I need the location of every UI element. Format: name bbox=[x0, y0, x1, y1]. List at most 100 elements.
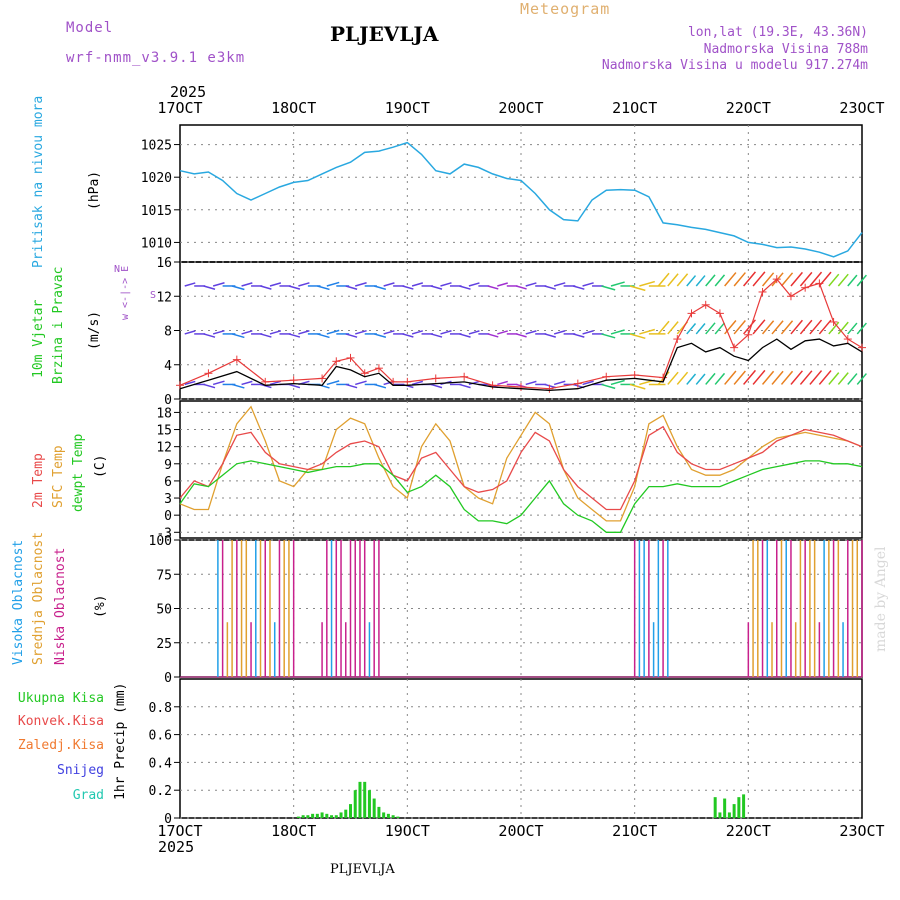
wind-arrow bbox=[686, 323, 697, 335]
y-tick-label: 1015 bbox=[141, 204, 172, 219]
wind-arrow bbox=[260, 333, 272, 338]
precip-legend-hail: Grad bbox=[73, 788, 104, 803]
wind-arrow bbox=[430, 333, 443, 338]
wind-arrow bbox=[705, 274, 716, 287]
wind-arrow bbox=[856, 274, 867, 287]
wind-arrow bbox=[629, 285, 646, 292]
wind-arrow bbox=[572, 333, 585, 338]
wind-arrow bbox=[355, 380, 367, 386]
wind-arrow bbox=[714, 274, 726, 287]
wind-arrow bbox=[676, 273, 689, 287]
y-tick-label: 1010 bbox=[141, 236, 172, 251]
wind-arrow bbox=[411, 330, 424, 335]
wind-arrow bbox=[799, 319, 813, 335]
wind-arrow bbox=[771, 370, 784, 385]
precip-bar bbox=[334, 815, 338, 818]
wind-arrow bbox=[657, 320, 670, 335]
y-tick-label: 1025 bbox=[141, 139, 172, 154]
wind-arrow bbox=[288, 333, 301, 338]
wind-arrow bbox=[676, 371, 689, 385]
y-tick-label: 12 bbox=[156, 290, 172, 305]
wind-arrow bbox=[847, 322, 858, 335]
wind-arrow bbox=[212, 380, 225, 386]
temp-label-3: dewpt Temp bbox=[71, 434, 86, 512]
precip-bar bbox=[372, 798, 376, 818]
precip-bar bbox=[723, 798, 727, 818]
precip-bar bbox=[396, 816, 400, 818]
precip-legend: Ukupna Kisa Konvek.Kisa Zaledj.Kisa Snij… bbox=[18, 691, 104, 803]
wind-arrow bbox=[459, 383, 471, 389]
y-tick-label: 75 bbox=[156, 568, 172, 583]
x-tick-label-top: 19OCT bbox=[385, 99, 430, 117]
wind-arrow bbox=[525, 380, 537, 386]
precip-bar bbox=[391, 815, 395, 818]
pressure-panel-frame bbox=[179, 124, 863, 263]
wind-arrow bbox=[440, 330, 452, 335]
y-tick-label: 12 bbox=[156, 441, 172, 456]
year-top: 2025 bbox=[170, 83, 207, 101]
wind-arrow bbox=[837, 321, 849, 335]
precip-legend-total: Ukupna Kisa bbox=[18, 691, 104, 706]
year-bottom: 2025 bbox=[158, 838, 195, 856]
precip-bar bbox=[377, 806, 381, 818]
wind-arrow bbox=[743, 369, 756, 385]
wind-arrow bbox=[326, 281, 340, 287]
wind-arrow bbox=[790, 370, 803, 385]
wind-legend: w <-|-> E bbox=[120, 266, 131, 320]
wind-arrow bbox=[761, 320, 775, 335]
wind-arrow bbox=[733, 272, 746, 287]
wind-arrow bbox=[260, 285, 272, 290]
footer-station: PLJEVLJA bbox=[330, 862, 395, 877]
y-tick-label: 0.4 bbox=[149, 756, 173, 771]
y-tick-label: 0.8 bbox=[149, 701, 172, 716]
wind-arrow bbox=[743, 271, 756, 287]
wind-arrow bbox=[667, 321, 679, 335]
cloud-label-3: Niska Oblacnost bbox=[53, 548, 68, 665]
temp-label-1: 2m Temp bbox=[31, 453, 46, 508]
precip-bar bbox=[315, 813, 319, 818]
wind-arrow bbox=[601, 383, 616, 390]
wind-legend-n: N bbox=[114, 264, 120, 275]
wind-arrow bbox=[468, 282, 480, 287]
wind-arrow bbox=[345, 383, 358, 389]
y-tick-label: 4 bbox=[164, 359, 172, 374]
pressure-label: Pritisak na nivou mora bbox=[31, 96, 46, 268]
wind-label-1: 10m Vjetar bbox=[31, 300, 46, 378]
wind-arrow bbox=[686, 373, 697, 385]
page-title: PLJEVLJA bbox=[330, 22, 439, 46]
wind-arrow bbox=[761, 370, 775, 385]
wind-unit: (m/s) bbox=[87, 311, 102, 350]
y-tick-label: 50 bbox=[156, 603, 172, 618]
x-tick-label-top: 20OCT bbox=[498, 99, 543, 117]
precip-bar bbox=[713, 797, 717, 818]
wind-arrow bbox=[705, 322, 716, 335]
wind-arrow bbox=[856, 373, 867, 385]
wind-label-2: Brzina i Pravac bbox=[51, 267, 66, 384]
wind-arrow bbox=[629, 333, 646, 340]
wind-arrow bbox=[440, 282, 452, 287]
wind-arrow bbox=[582, 282, 594, 287]
wind-arrow bbox=[203, 333, 216, 338]
grid-lines bbox=[180, 125, 862, 819]
cloud-panel-frame bbox=[179, 539, 863, 678]
precip-bar bbox=[363, 781, 367, 818]
wind-arrow bbox=[298, 282, 310, 287]
wind-arrow bbox=[184, 282, 196, 287]
wind-arrow bbox=[184, 380, 196, 386]
wind-arrow bbox=[582, 330, 594, 335]
x-tick-label-top: 23OCT bbox=[839, 99, 884, 117]
wind-arrow bbox=[809, 271, 823, 287]
wind-arrow bbox=[847, 274, 858, 287]
wind-arrow bbox=[459, 285, 471, 290]
precip-panel-frame bbox=[179, 678, 863, 819]
altitude-text: Nadmorska Visina 788m bbox=[703, 42, 868, 57]
wind-arrow bbox=[373, 285, 387, 291]
wind-arrow bbox=[572, 285, 585, 290]
x-axis-ticks: 17OCT 17OCT 18OCT 18OCT 19OCT 19OCT 20OCT 20OCT… bbox=[157, 99, 884, 840]
wind-arrow bbox=[269, 380, 282, 386]
wind-arrow bbox=[743, 319, 756, 335]
wind-arrow bbox=[241, 330, 253, 335]
wind-arrow bbox=[809, 319, 823, 335]
x-tick-label-bottom: 21OCT bbox=[612, 822, 657, 840]
y-tick-label: 8 bbox=[164, 325, 172, 340]
